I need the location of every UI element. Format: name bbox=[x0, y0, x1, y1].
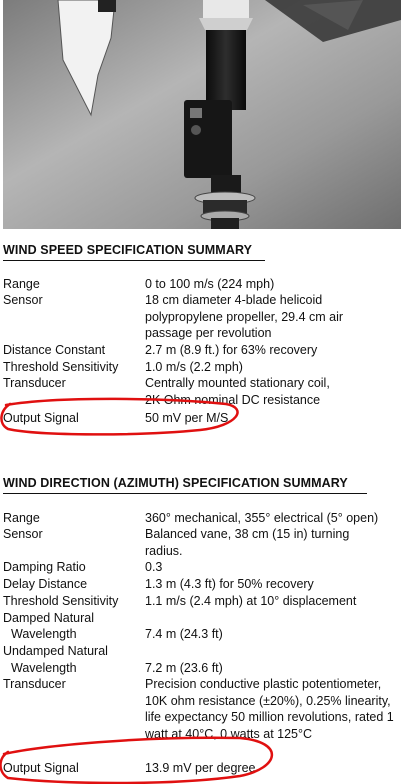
spec-label: Damped Natural bbox=[3, 611, 95, 625]
spec-value: 1.1 m/s (2.4 mph) at 10° displacement bbox=[145, 594, 357, 608]
spec-label: Transducer bbox=[3, 376, 66, 390]
spec-value: 50 mV per M/S bbox=[145, 411, 229, 425]
spec-value: 0.3 bbox=[145, 560, 163, 574]
spec-value: 18 cm diameter 4-blade helicoid polyprop… bbox=[145, 293, 344, 340]
spec-label: Undamped Natural bbox=[3, 644, 108, 658]
product-photo bbox=[3, 0, 401, 229]
spec-label: Delay Distance bbox=[3, 577, 88, 591]
spec-label: Threshold Sensitivity bbox=[3, 360, 119, 374]
spec-label: Wavelength bbox=[11, 627, 77, 641]
spec-value: 7.4 m (24.3 ft) bbox=[145, 627, 223, 641]
spec-label: Distance Constant bbox=[3, 343, 106, 357]
spec-label: Transducer bbox=[3, 677, 66, 691]
wind-speed-heading: WIND SPEED SPECIFICATION SUMMARY bbox=[3, 243, 253, 257]
spec-value: 360° mechanical, 355° electrical (5° ope… bbox=[145, 511, 379, 525]
spec-label: Damping Ratio bbox=[3, 560, 86, 574]
spec-label: Sensor bbox=[3, 527, 43, 541]
wind-direction-heading: WIND DIRECTION (AZIMUTH) SPECIFICATION S… bbox=[3, 476, 348, 490]
spec-value: Centrally mounted stationary coil, 2K Oh… bbox=[145, 376, 330, 407]
spec-label: Wavelength bbox=[11, 661, 77, 675]
spec-value: 1.3 m (4.3 ft) for 50% recovery bbox=[145, 577, 314, 591]
spec-value: 7.2 m (23.6 ft) bbox=[145, 661, 223, 675]
spec-label: Range bbox=[3, 511, 40, 525]
spec-label: Output Signal bbox=[3, 761, 79, 775]
spec-value: Precision conductive plastic potentiomet… bbox=[145, 677, 394, 741]
spec-label: Threshold Sensitivity bbox=[3, 594, 119, 608]
spec-value: Balanced vane, 38 cm (15 in) turning rad… bbox=[145, 527, 350, 558]
spec-label: Range bbox=[3, 277, 40, 291]
spec-value: 0 to 100 m/s (224 mph) bbox=[145, 277, 275, 291]
spec-value: 13.9 mV per degree bbox=[145, 761, 256, 775]
wind-speed-heading-rule bbox=[3, 260, 265, 261]
spec-label: Sensor bbox=[3, 293, 43, 307]
spec-value: 2.7 m (8.9 ft.) for 63% recovery bbox=[145, 343, 318, 357]
wind-direction-heading-rule bbox=[3, 493, 367, 494]
spec-label: Output Signal bbox=[3, 411, 79, 425]
spec-value: 1.0 m/s (2.2 mph) bbox=[145, 360, 243, 374]
anemometer-illustration bbox=[3, 0, 401, 229]
